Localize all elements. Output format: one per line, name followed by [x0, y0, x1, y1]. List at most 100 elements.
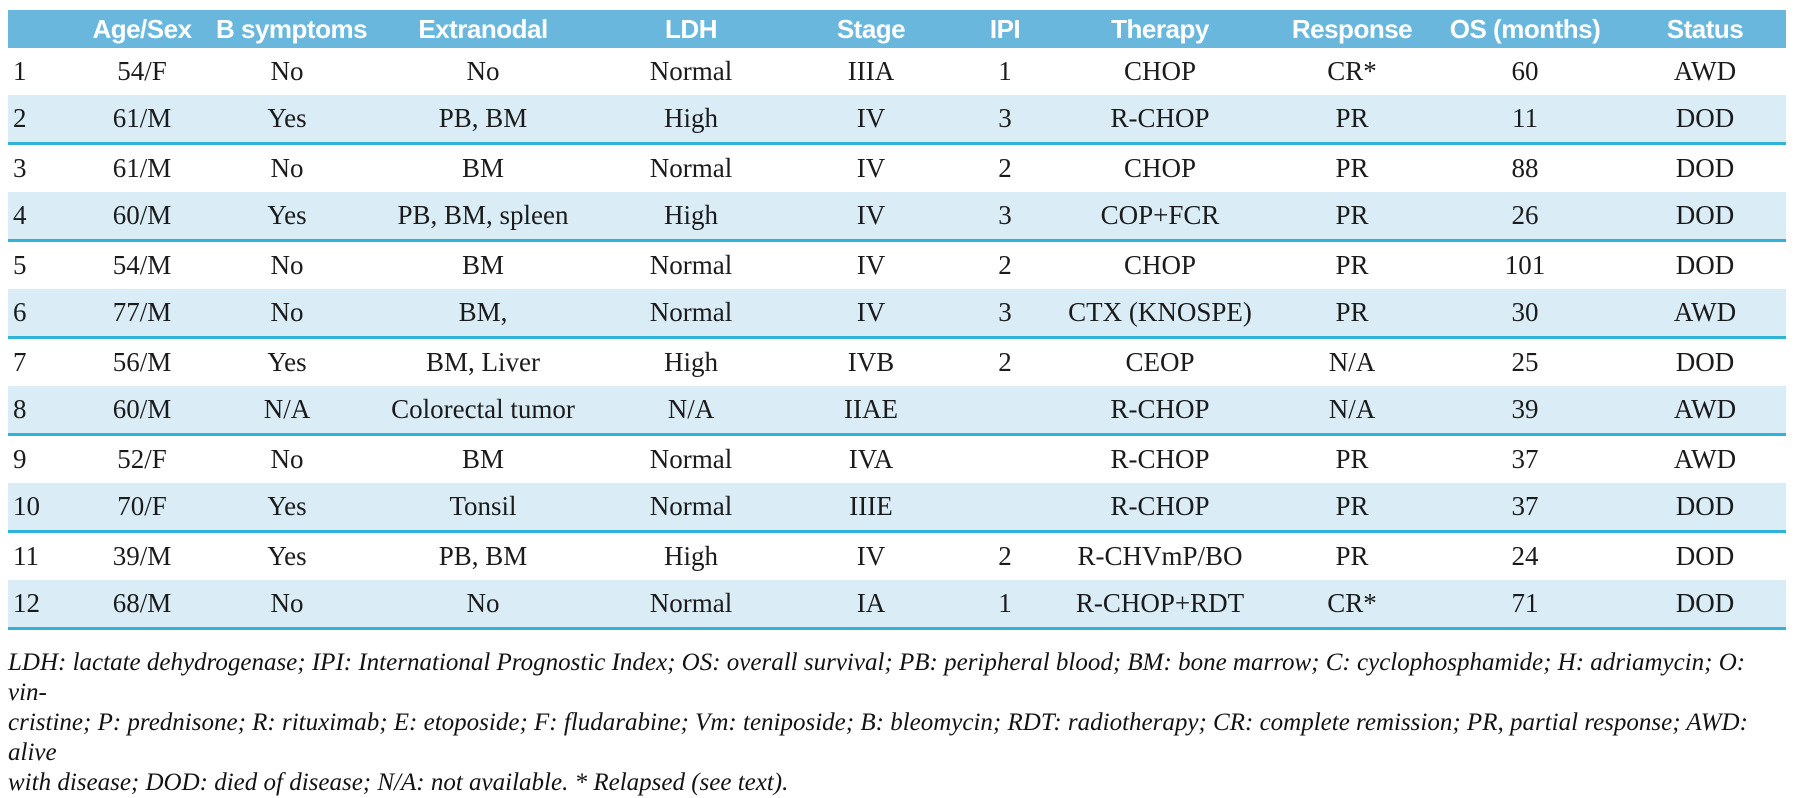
table-cell: DOD	[1675, 103, 1735, 133]
table-cell: 70/F	[117, 491, 167, 521]
table-cell: PB, BM, spleen	[397, 200, 569, 230]
table-cell: High	[664, 347, 718, 377]
table-cell: 3	[998, 297, 1012, 327]
table-footnote: LDH: lactate dehydrogenase; IPI: Interna…	[8, 648, 1786, 798]
table-cell: N/A	[1328, 394, 1376, 424]
table-cell: 68/M	[112, 588, 172, 618]
table-cell: IV	[856, 103, 886, 133]
table-cell: Yes	[267, 103, 307, 133]
table-cell	[968, 386, 1042, 435]
table-cell: PR	[1335, 297, 1369, 327]
table-cell: PR	[1335, 200, 1369, 230]
table-cell: DOD	[1675, 153, 1735, 183]
table-cell: Yes	[267, 347, 307, 377]
table-cell: IV	[856, 297, 886, 327]
table-cell: High	[664, 200, 718, 230]
table-cell: Normal	[649, 250, 733, 280]
table-cell: N/A	[1328, 347, 1376, 377]
column-header-age-sex: Age/Sex	[68, 10, 216, 48]
table-row: 11 39/M Yes PB, BM High IV 2 R-CHVmP/BO PR 24 DOD	[8, 532, 1786, 581]
table-cell: 39/M	[112, 541, 172, 571]
footnote-line-1: LDH: lactate dehydrogenase; IPI: Interna…	[8, 649, 1746, 706]
table-cell: 2	[998, 250, 1012, 280]
table-header: Age/Sex B symptoms Extranodal LDH Stage IPI Th…	[8, 10, 1786, 48]
table-cell: 4	[13, 200, 27, 230]
table-cell: R-CHOP	[1110, 491, 1210, 521]
table-cell: R-CHOP	[1110, 444, 1210, 474]
table-cell: No	[270, 588, 304, 618]
table-cell: IV	[856, 200, 886, 230]
table-cell: PR	[1335, 153, 1369, 183]
table-cell: 9	[13, 444, 27, 474]
table-cell: DOD	[1675, 250, 1735, 280]
column-header-therapy: Therapy	[1042, 10, 1278, 48]
table-cell: BM,	[458, 297, 508, 327]
table-row: 10 70/F Yes Tonsil Normal IIIE R-CHOP PR 37 DOD	[8, 483, 1786, 532]
table-cell: PB, BM	[438, 103, 528, 133]
table-cell: DOD	[1675, 541, 1735, 571]
table-cell: CHOP	[1123, 56, 1197, 86]
table-cell: 7	[13, 347, 27, 377]
table-cell: 3	[13, 153, 27, 183]
table-cell: CR*	[1327, 56, 1377, 86]
table-row: 12 68/M No No Normal IA 1 R-CHOP+RDT CR* 71 DOD	[8, 580, 1786, 629]
table-cell: High	[664, 103, 718, 133]
table-cell: Normal	[649, 297, 733, 327]
table-cell: Normal	[649, 56, 733, 86]
table-cell: 52/F	[117, 444, 167, 474]
table-cell: 54/M	[112, 250, 172, 280]
column-header-b-symptoms: B symptoms	[216, 10, 368, 48]
column-header-response: Response	[1278, 10, 1426, 48]
table-cell: 37	[1511, 491, 1539, 521]
table-cell: PR	[1335, 103, 1369, 133]
table-cell: IIIE	[849, 491, 893, 521]
footnote-line-3: with disease; DOD: died of disease; N/A:…	[8, 769, 789, 796]
table-cell: BM, Liver	[426, 347, 540, 377]
table-cell: IV	[856, 250, 886, 280]
table-cell: 11	[13, 541, 39, 571]
table-cell: 77/M	[112, 297, 172, 327]
table-cell: 26	[1511, 200, 1539, 230]
table-cell: R-CHOP+RDT	[1075, 588, 1245, 618]
table-cell: Normal	[649, 491, 733, 521]
table-row: 8 60/M N/A Colorectal tumor N/A IIAE R-CHOP N/A…	[8, 386, 1786, 435]
table-cell: BM	[461, 250, 505, 280]
table-cell: 5	[13, 250, 27, 280]
table-row: 2 61/M Yes PB, BM High IV 3 R-CHOP PR 11 DOD	[8, 95, 1786, 144]
table-cell: 30	[1511, 297, 1539, 327]
table-cell: Colorectal tumor	[391, 394, 575, 424]
table-cell: 61/M	[112, 153, 172, 183]
table-cell: CEOP	[1125, 347, 1195, 377]
table-cell: AWD	[1673, 444, 1737, 474]
table-cell: Yes	[267, 200, 307, 230]
table-cell: IV	[856, 541, 886, 571]
table-cell: Tonsil	[449, 491, 517, 521]
table-cell: 3	[998, 200, 1012, 230]
table-cell: IA	[856, 588, 886, 618]
table-cell: R-CHOP	[1110, 394, 1210, 424]
table-cell: 88	[1511, 153, 1539, 183]
column-header-status: Status	[1624, 10, 1786, 48]
column-header-stage: Stage	[774, 10, 968, 48]
table-cell: AWD	[1673, 297, 1737, 327]
table-cell: 2	[998, 347, 1012, 377]
table-cell: COP+FCR	[1100, 200, 1220, 230]
table-cell: CHOP	[1123, 153, 1197, 183]
column-header-ipi: IPI	[968, 10, 1042, 48]
table-header-row: Age/Sex B symptoms Extranodal LDH Stage IPI Th…	[8, 10, 1786, 48]
table-cell: 56/M	[112, 347, 172, 377]
table-cell: N/A	[263, 394, 311, 424]
table-cell: 2	[998, 153, 1012, 183]
table-cell: 71	[1511, 588, 1539, 618]
table-cell: 101	[1504, 250, 1546, 280]
column-header-os-months: OS (months)	[1426, 10, 1624, 48]
table-cell: CHOP	[1123, 250, 1197, 280]
table-cell	[968, 483, 1042, 532]
table-cell: Yes	[267, 491, 307, 521]
table-cell: 25	[1511, 347, 1539, 377]
table-row: 5 54/M No BM Normal IV 2 CHOP PR 101 DOD	[8, 241, 1786, 290]
table-cell: 10	[13, 491, 40, 521]
column-header-ldh: LDH	[608, 10, 774, 48]
table-cell: Normal	[649, 153, 733, 183]
patient-characteristics-table: Age/Sex B symptoms Extranodal LDH Stage IPI Th…	[8, 10, 1786, 630]
